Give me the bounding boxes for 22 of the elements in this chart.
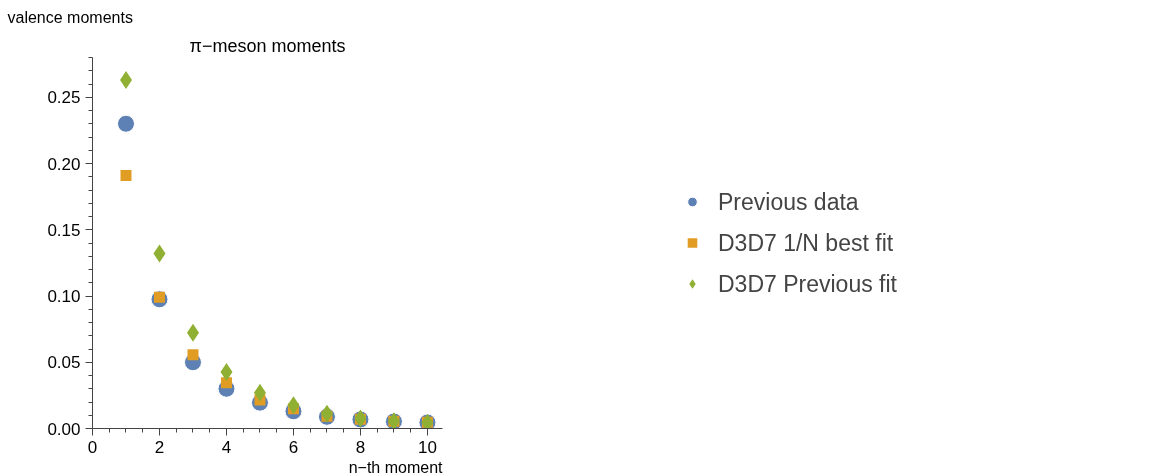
y-tick-label: 0.05 xyxy=(47,353,81,373)
point xyxy=(120,169,132,181)
legend-label: D3D7 Previous fit xyxy=(718,270,898,297)
x-tick-label: 0 xyxy=(87,437,98,457)
x-tick-label: 8 xyxy=(355,437,366,457)
point xyxy=(187,349,199,361)
x-axis-title: n−th moment xyxy=(348,458,444,476)
y-tick-label: 0.15 xyxy=(47,220,81,240)
legend-label: Previous data xyxy=(718,188,860,215)
y-tick-label: 0.25 xyxy=(47,88,81,108)
point xyxy=(116,114,135,133)
legend-label: D3D7 1/N best fit xyxy=(718,229,895,256)
x-tick-label: 6 xyxy=(288,437,299,457)
x-tick-label: 2 xyxy=(154,437,165,457)
chart-title: π−meson moments xyxy=(189,35,346,56)
y-tick-label: 0.00 xyxy=(47,419,81,439)
y-tick-label: 0.20 xyxy=(47,154,81,174)
y-axis-title: valence moments xyxy=(7,8,133,26)
y-tick-label: 0.10 xyxy=(47,287,81,306)
x-tick-label: 4 xyxy=(221,437,232,457)
point xyxy=(220,377,232,389)
x-tick-label: 10 xyxy=(417,437,437,457)
